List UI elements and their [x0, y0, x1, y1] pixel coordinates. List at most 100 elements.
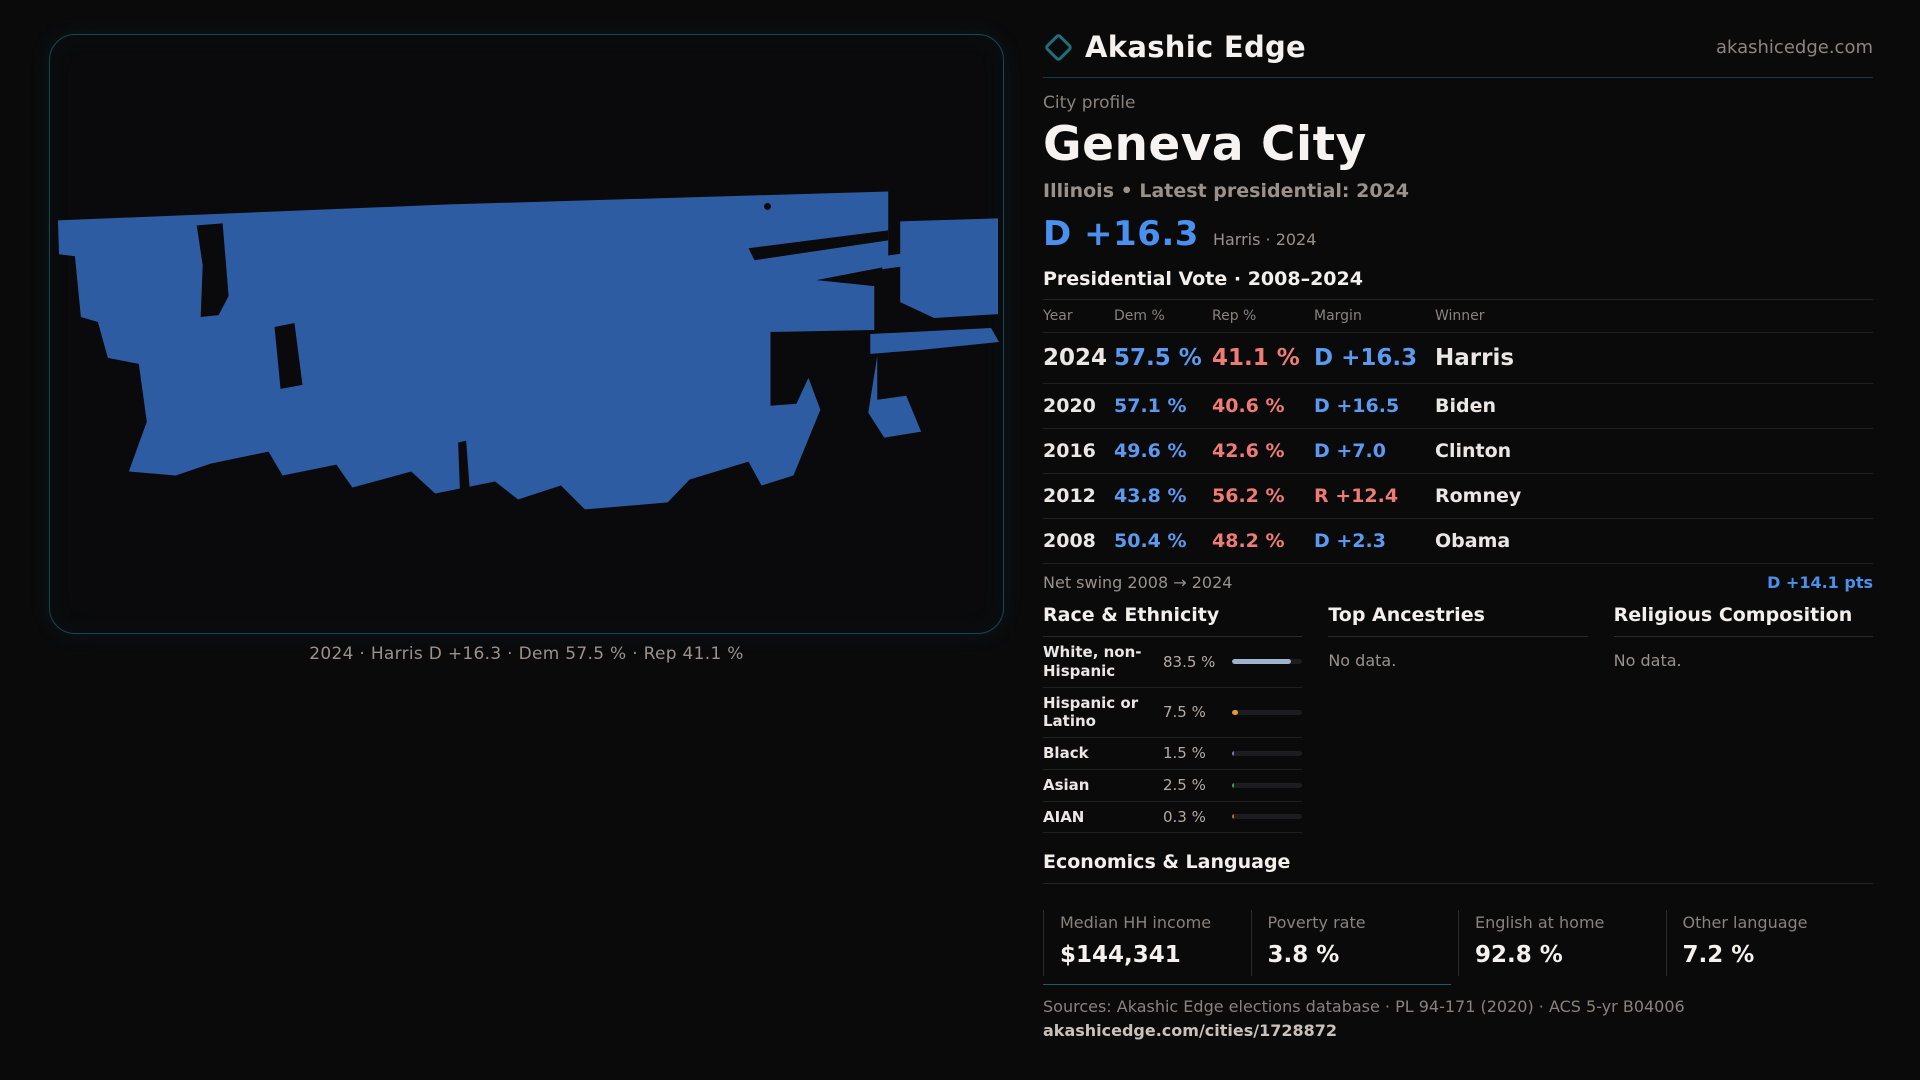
- col-rep: Rep %: [1212, 308, 1257, 324]
- col-winner: Winner: [1435, 308, 1485, 324]
- margin-cell: R +12.4: [1314, 485, 1399, 507]
- brand-domain-link[interactable]: akashicedge.com: [1715, 36, 1873, 58]
- race-bar-track: [1232, 782, 1303, 788]
- race-bar-track: [1232, 750, 1303, 756]
- rep-cell: 48.2 %: [1212, 530, 1285, 552]
- winner-cell: Biden: [1435, 395, 1497, 417]
- race-label: AIAN: [1043, 807, 1085, 826]
- race-bar-fill: [1232, 814, 1235, 820]
- stat-value: 92.8 %: [1475, 942, 1563, 969]
- margin-cell: D +16.3: [1314, 345, 1418, 371]
- race-bar-track: [1232, 659, 1303, 665]
- religious-composition-section: Religious Composition No data.: [1613, 604, 1873, 833]
- race-value: 7.5 %: [1163, 703, 1206, 722]
- economics-stats-row: Median HH income $144,341 Poverty rate 3…: [1043, 910, 1874, 977]
- race-label: White, non-Hispanic: [1043, 643, 1142, 680]
- hero-margin-row: D +16.3 Harris · 2024: [1043, 214, 1873, 254]
- list-item: White, non-Hispanic 83.5 %: [1043, 637, 1303, 688]
- hero-margin-context: Harris · 2024: [1212, 230, 1317, 249]
- page-kicker: City profile: [1043, 93, 1136, 113]
- stat-label: Poverty rate: [1267, 913, 1366, 933]
- rep-cell: 40.6 %: [1212, 395, 1285, 417]
- list-item: Hispanic or Latino 7.5 %: [1043, 688, 1303, 738]
- diamond-logo-icon: [1043, 32, 1074, 62]
- religion-empty-state: No data.: [1613, 651, 1682, 670]
- stat-value: $144,341: [1060, 942, 1181, 969]
- year-cell: 2024: [1043, 345, 1108, 371]
- race-bar-track: [1232, 814, 1303, 820]
- demographics-grid: Race & Ethnicity White, non-Hispanic 83.…: [1043, 604, 1873, 834]
- margin-cell: D +2.3: [1314, 530, 1386, 552]
- stat-value: 3.8 %: [1267, 942, 1340, 969]
- year-cell: 2008: [1043, 530, 1096, 552]
- race-value: 83.5 %: [1163, 652, 1216, 671]
- winner-cell: Harris: [1435, 345, 1515, 371]
- race-value: 2.5 %: [1163, 776, 1206, 795]
- race-label: Black: [1043, 744, 1089, 762]
- winner-cell: Romney: [1435, 485, 1522, 507]
- hero-margin-value: D +16.3: [1043, 214, 1199, 254]
- stat-label: Median HH income: [1060, 913, 1212, 933]
- stat-label: English at home: [1475, 913, 1605, 933]
- city-profile-panel: Akashic Edge akashicedge.com City profil…: [1043, 30, 1873, 1040]
- list-item: AIAN 0.3 %: [1043, 802, 1303, 834]
- brand-header: Akashic Edge akashicedge.com: [1043, 30, 1873, 64]
- dem-cell: 43.8 %: [1114, 485, 1187, 507]
- table-row: 2024 57.5 % 41.1 % D +16.3 Harris: [1043, 333, 1873, 384]
- ancestries-section-title: Top Ancestries: [1328, 604, 1588, 637]
- list-item: Asian 2.5 %: [1043, 770, 1303, 802]
- dem-cell: 49.6 %: [1114, 440, 1187, 462]
- map-caption: 2024 · Harris D +16.3 · Dem 57.5 % · Rep…: [309, 644, 744, 664]
- stat-card: Other language 7.2 %: [1665, 910, 1874, 977]
- stat-card: Median HH income $144,341: [1043, 910, 1251, 977]
- stat-card: English at home 92.8 %: [1458, 910, 1666, 977]
- stat-value: 7.2 %: [1682, 942, 1755, 969]
- brand-name: Akashic Edge: [1085, 30, 1307, 64]
- table-row: 2020 57.1 % 40.6 % D +16.5 Biden: [1043, 384, 1873, 429]
- city-map-card: [49, 34, 1004, 634]
- rep-cell: 56.2 %: [1212, 485, 1285, 507]
- ancestries-empty-state: No data.: [1328, 651, 1397, 670]
- footer-permalink[interactable]: akashicedge.com/cities/1728872: [1043, 1021, 1338, 1041]
- table-row: 2012 43.8 % 56.2 % R +12.4 Romney: [1043, 474, 1873, 519]
- stat-label: Other language: [1682, 913, 1808, 933]
- vote-table-header: Year Dem % Rep % Margin Winner: [1043, 300, 1873, 333]
- net-swing-value: D +14.1 pts: [1767, 573, 1873, 592]
- winner-cell: Obama: [1435, 530, 1511, 552]
- race-ethnicity-section: Race & Ethnicity White, non-Hispanic 83.…: [1043, 604, 1303, 834]
- winner-cell: Clinton: [1435, 440, 1512, 462]
- economics-section-title: Economics & Language: [1043, 851, 1873, 885]
- race-bar-fill: [1232, 750, 1235, 756]
- city-boundary-map: [57, 191, 1000, 510]
- race-bar-fill: [1232, 709, 1238, 715]
- race-bar-fill: [1232, 782, 1235, 788]
- dem-cell: 50.4 %: [1114, 530, 1187, 552]
- footer: Sources: Akashic Edge elections database…: [1043, 984, 1873, 1040]
- net-swing-label: Net swing 2008 → 2024: [1043, 573, 1233, 592]
- net-swing-row: Net swing 2008 → 2024 D +14.1 pts: [1043, 564, 1873, 602]
- rep-cell: 42.6 %: [1212, 440, 1285, 462]
- footer-divider: [1043, 984, 1451, 986]
- margin-cell: D +16.5: [1314, 395, 1400, 417]
- race-bar-track: [1232, 709, 1303, 715]
- col-year: Year: [1043, 308, 1073, 324]
- page-subtitle: Illinois • Latest presidential: 2024: [1043, 180, 1410, 202]
- vote-table-title: Presidential Vote · 2008–2024: [1043, 268, 1873, 300]
- dem-cell: 57.5 %: [1114, 345, 1202, 371]
- top-ancestries-section: Top Ancestries No data.: [1328, 604, 1588, 833]
- col-dem: Dem %: [1114, 308, 1165, 324]
- list-item: Black 1.5 %: [1043, 738, 1303, 770]
- stat-card: Poverty rate 3.8 %: [1250, 910, 1459, 977]
- margin-cell: D +7.0: [1314, 440, 1386, 462]
- col-margin: Margin: [1314, 308, 1362, 324]
- religion-section-title: Religious Composition: [1613, 604, 1873, 637]
- year-cell: 2020: [1043, 395, 1096, 417]
- race-bar-fill: [1232, 659, 1291, 665]
- race-label: Hispanic or Latino: [1043, 693, 1139, 731]
- race-value: 0.3 %: [1163, 807, 1206, 826]
- race-section-title: Race & Ethnicity: [1043, 604, 1303, 637]
- footer-sources: Sources: Akashic Edge elections database…: [1043, 997, 1685, 1017]
- page-title: Geneva City: [1043, 117, 1367, 172]
- year-cell: 2012: [1043, 485, 1096, 507]
- race-label: Asian: [1043, 775, 1090, 794]
